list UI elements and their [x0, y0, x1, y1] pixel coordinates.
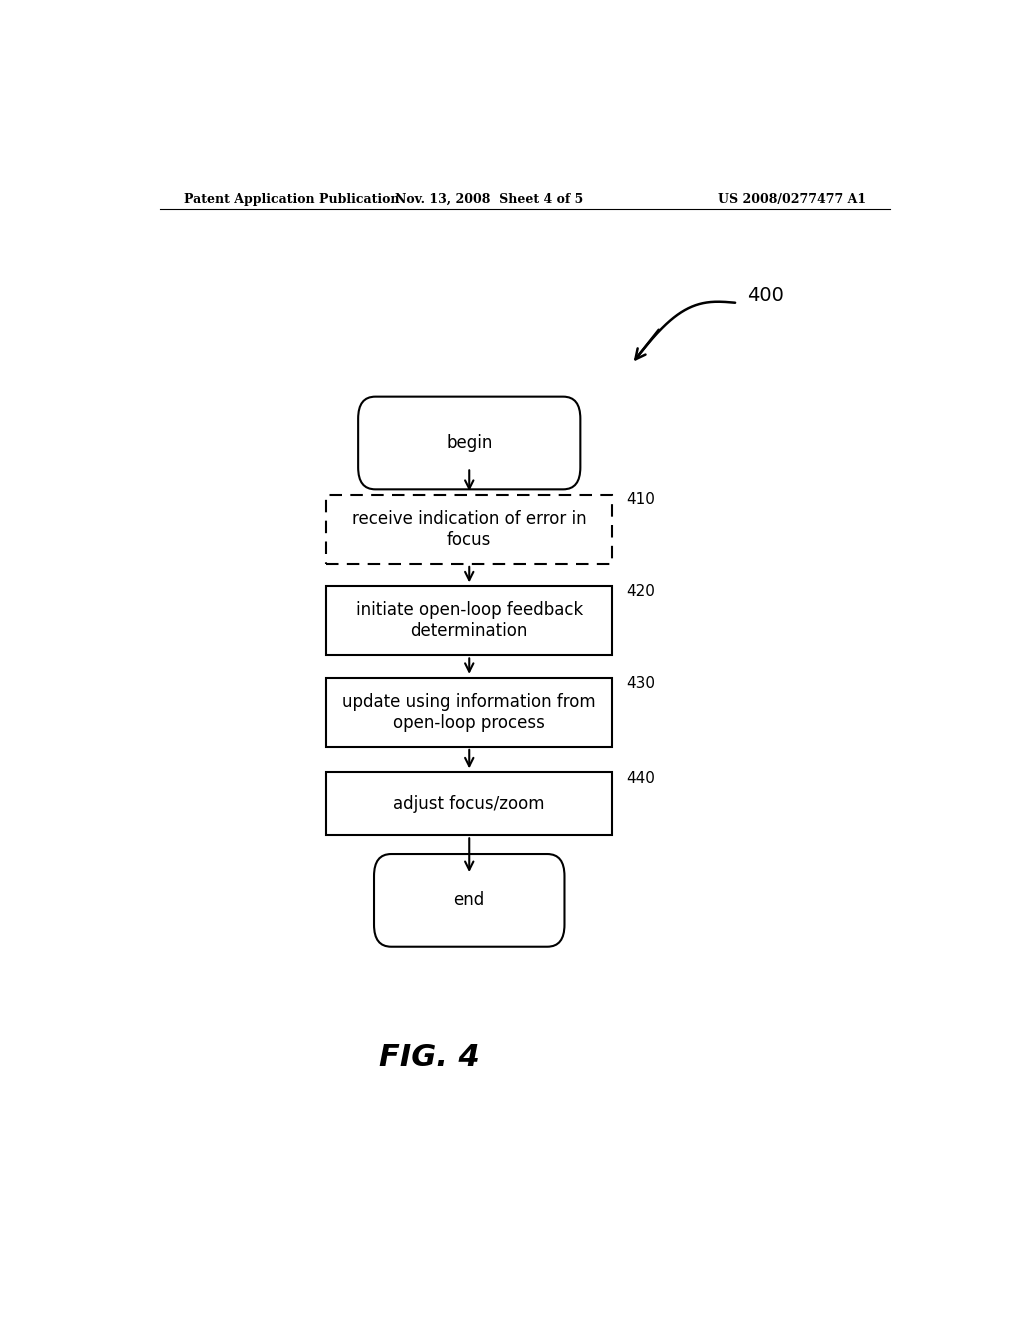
Text: Patent Application Publication: Patent Application Publication	[183, 193, 399, 206]
Text: 410: 410	[627, 492, 655, 507]
FancyBboxPatch shape	[374, 854, 564, 946]
Text: 400: 400	[748, 286, 784, 305]
Text: update using information from
open-loop process: update using information from open-loop …	[342, 693, 596, 731]
FancyBboxPatch shape	[327, 495, 612, 564]
Text: end: end	[454, 891, 485, 909]
FancyBboxPatch shape	[327, 772, 612, 836]
Text: 430: 430	[627, 676, 655, 690]
Text: 440: 440	[627, 771, 655, 787]
FancyBboxPatch shape	[358, 396, 581, 490]
Text: begin: begin	[446, 434, 493, 451]
FancyBboxPatch shape	[327, 586, 612, 656]
Text: initiate open-loop feedback
determination: initiate open-loop feedback determinatio…	[355, 602, 583, 640]
Text: 420: 420	[627, 585, 655, 599]
Text: receive indication of error in
focus: receive indication of error in focus	[352, 510, 587, 549]
Text: FIG. 4: FIG. 4	[379, 1043, 480, 1072]
Text: US 2008/0277477 A1: US 2008/0277477 A1	[718, 193, 866, 206]
Text: adjust focus/zoom: adjust focus/zoom	[393, 795, 545, 813]
FancyBboxPatch shape	[327, 677, 612, 747]
Text: Nov. 13, 2008  Sheet 4 of 5: Nov. 13, 2008 Sheet 4 of 5	[395, 193, 584, 206]
